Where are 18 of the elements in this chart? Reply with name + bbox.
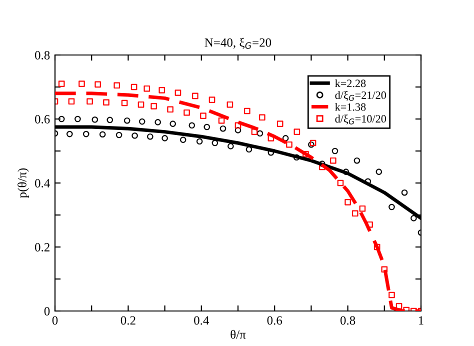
legend-label: d/ξ$_{G}$=21/20 (335, 91, 386, 101)
y-tick-label: 0.2 (34, 243, 50, 252)
x-tick-label: 0.6 (267, 316, 282, 325)
legend-label: k=2.28 (335, 79, 366, 88)
legend-label: d/ξ$_{G}$=10/20 (335, 114, 386, 124)
legend-label: k=1.38 (335, 102, 366, 111)
y-tick-label: 0.8 (34, 51, 50, 60)
y-tick-label: 0.4 (34, 179, 50, 188)
x-tick-label: 0 (52, 316, 58, 325)
x-axis-title: θ/π (230, 330, 246, 339)
x-tick-label: 0.4 (194, 316, 210, 325)
chart-title: N=40, ξ$_{G}$=20 (204, 38, 272, 49)
x-tick-label: 1 (418, 316, 424, 325)
x-tick-label: 0.2 (120, 316, 136, 325)
x-tick-label: 0.8 (340, 316, 356, 325)
y-tick-label: 0.6 (34, 115, 50, 124)
y-tick-label: 0 (44, 307, 50, 316)
y-axis-title: p(θ/π) (18, 168, 29, 198)
